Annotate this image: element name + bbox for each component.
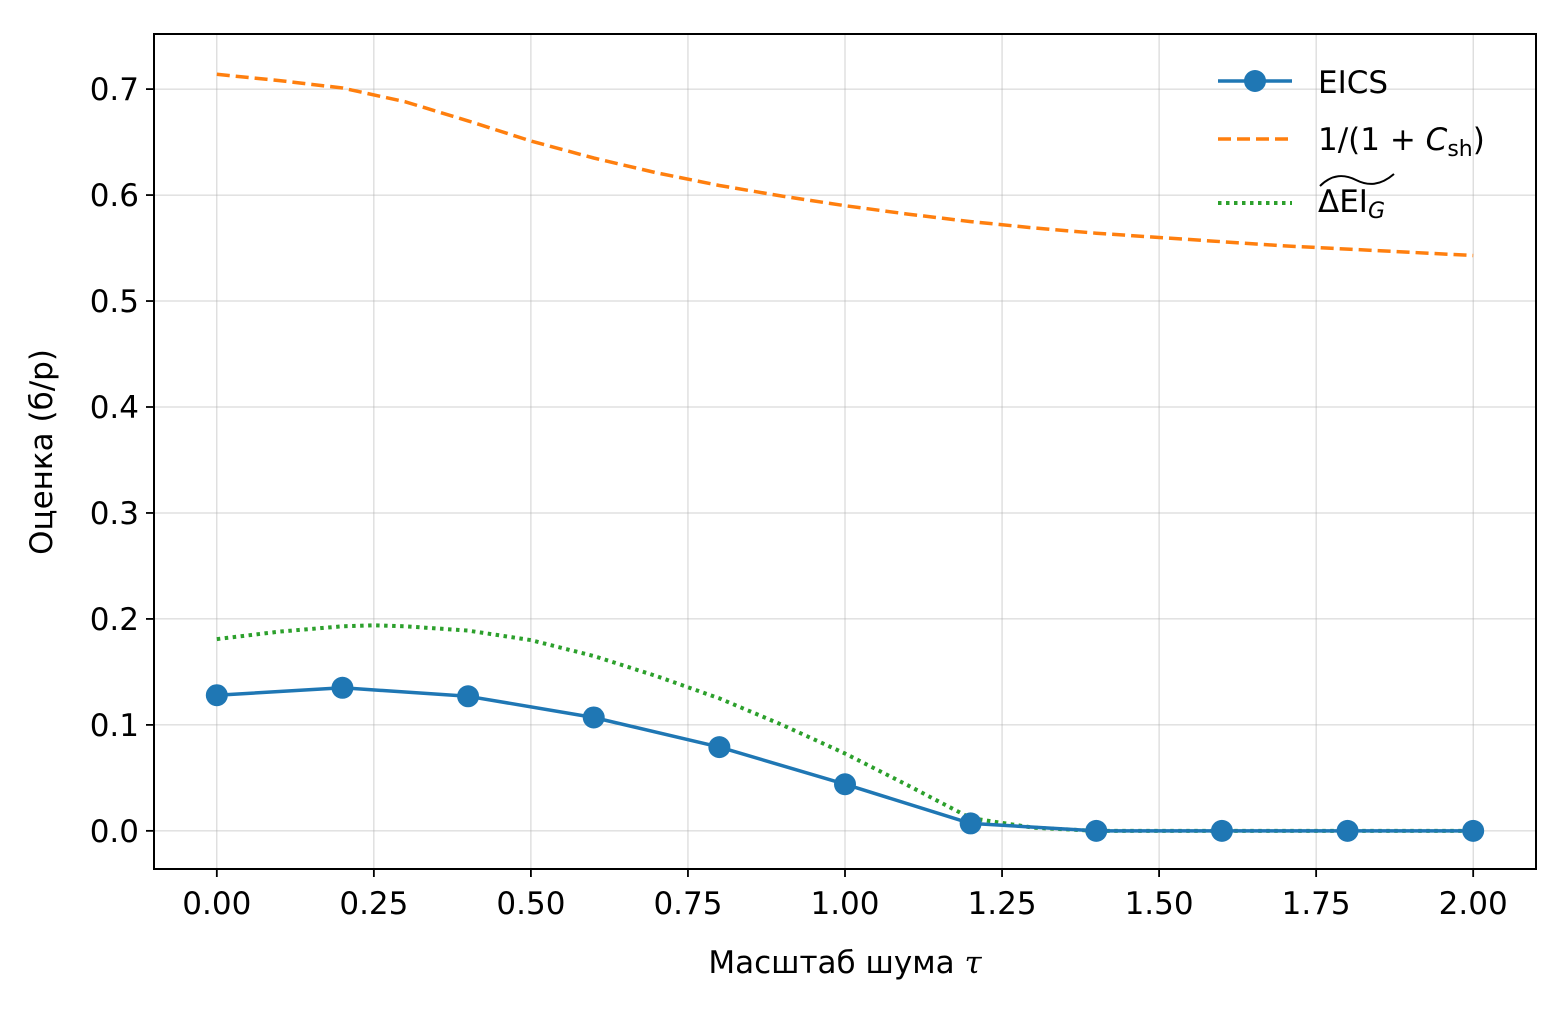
x-tick-label-2: 0.50 [496, 886, 565, 922]
legend-csh-prefix: 1/(1 + [1318, 122, 1426, 158]
x-tick-label-4: 1.00 [810, 886, 879, 922]
legend-csh-label: 1/(1 + Csh) [1318, 122, 1485, 162]
y-tick-label-3: 0.3 [90, 496, 139, 532]
legend: EICS 1/(1 + Csh) ΔEIG [1218, 65, 1485, 224]
legend-csh-var: C [1426, 122, 1448, 158]
y-axis-label: Оценка (б/р) [24, 349, 60, 555]
y-tick-label-1: 0.1 [90, 708, 139, 744]
x-axis-label: Масштаб шума τ [708, 945, 982, 981]
x-tick-label-7: 1.75 [1282, 886, 1351, 922]
y-tick-label-4: 0.4 [90, 390, 139, 426]
x-axis-label-symbol: τ [964, 945, 982, 981]
series-0-point-4 [708, 736, 731, 759]
legend-dei-tilde [1319, 173, 1395, 187]
series-0-point-7 [1085, 819, 1108, 842]
series-0-point-2 [457, 685, 480, 708]
y-tick-label-0: 0.0 [90, 814, 139, 850]
series-line-1 [216, 72, 1474, 258]
legend-eics-marker [1244, 70, 1266, 92]
series-0-point-5 [834, 773, 856, 796]
series-0-point-0 [205, 684, 228, 707]
x-tick-label-1: 0.25 [339, 886, 408, 922]
legend-csh-sub: sh [1447, 137, 1472, 162]
legend-dei-main: ΔEI [1318, 184, 1368, 220]
series-layer [205, 72, 1485, 842]
series-0-point-6 [959, 812, 982, 835]
legend-csh-suffix: ) [1473, 122, 1485, 158]
y-tick-label-6: 0.6 [90, 178, 139, 214]
y-tick-label-5: 0.5 [90, 284, 139, 320]
x-tick-label-6: 1.50 [1125, 886, 1194, 922]
series-0-point-8 [1210, 819, 1233, 842]
ticks: 0.00 0.25 0.50 0.75 1.00 1.25 1.50 1.75 2.00 0.0 0… [90, 72, 1508, 922]
x-tick-label-8: 2.00 [1439, 886, 1508, 922]
series-0-point-9 [1336, 819, 1359, 842]
x-tick-label-0: 0.00 [182, 886, 251, 922]
x-tick-label-3: 0.75 [653, 886, 722, 922]
x-tick-label-5: 1.25 [968, 886, 1037, 922]
series-0-point-1 [331, 676, 354, 699]
legend-eics-label: EICS [1318, 65, 1388, 101]
y-tick-label-7: 0.7 [90, 72, 139, 108]
x-axis-label-text: Масштаб шума [708, 945, 964, 981]
series-0-point-10 [1462, 819, 1485, 842]
y-tick-label-2: 0.2 [90, 602, 139, 638]
series-0-point-3 [582, 706, 605, 729]
legend-dei-label: ΔEIG [1318, 184, 1385, 224]
legend-dei-sub: G [1368, 199, 1385, 224]
